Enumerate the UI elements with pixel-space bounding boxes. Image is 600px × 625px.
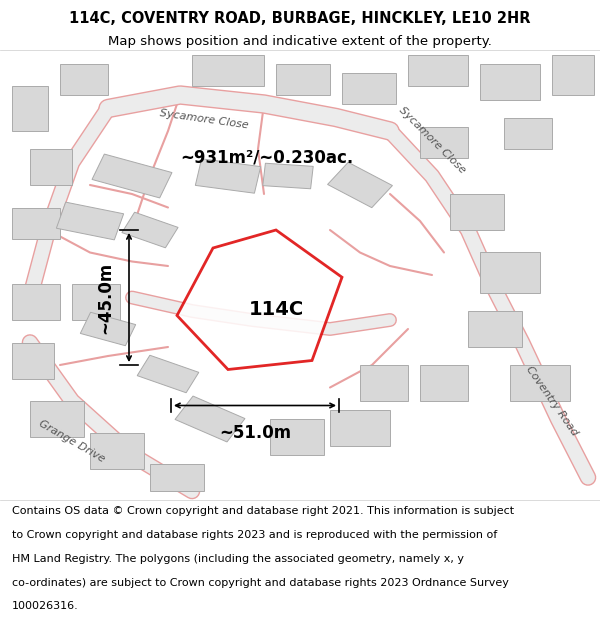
- Polygon shape: [12, 208, 60, 239]
- Polygon shape: [177, 230, 342, 369]
- Polygon shape: [12, 284, 60, 320]
- Polygon shape: [192, 54, 264, 86]
- Text: co-ordinates) are subject to Crown copyright and database rights 2023 Ordnance S: co-ordinates) are subject to Crown copyr…: [12, 578, 509, 587]
- Text: Sycamore Close: Sycamore Close: [159, 109, 249, 131]
- Polygon shape: [480, 64, 540, 99]
- Polygon shape: [510, 365, 570, 401]
- Polygon shape: [92, 154, 172, 198]
- Polygon shape: [72, 284, 120, 320]
- Polygon shape: [30, 149, 72, 185]
- Polygon shape: [504, 118, 552, 149]
- Polygon shape: [90, 432, 144, 469]
- Text: ~51.0m: ~51.0m: [219, 424, 291, 441]
- Text: 100026316.: 100026316.: [12, 601, 79, 611]
- Polygon shape: [122, 213, 178, 248]
- Text: Grange Drive: Grange Drive: [37, 419, 107, 464]
- Polygon shape: [137, 355, 199, 392]
- Text: Sycamore Close: Sycamore Close: [397, 105, 467, 175]
- Text: 114C: 114C: [248, 299, 304, 319]
- Text: Contains OS data © Crown copyright and database right 2021. This information is : Contains OS data © Crown copyright and d…: [12, 506, 514, 516]
- Text: Coventry Road: Coventry Road: [524, 364, 580, 438]
- Polygon shape: [450, 194, 504, 230]
- Polygon shape: [480, 253, 540, 293]
- Polygon shape: [328, 162, 392, 208]
- Polygon shape: [420, 365, 468, 401]
- Polygon shape: [196, 159, 260, 193]
- Polygon shape: [468, 311, 522, 347]
- Polygon shape: [80, 312, 136, 346]
- Polygon shape: [330, 410, 390, 446]
- Text: ~931m²/~0.230ac.: ~931m²/~0.230ac.: [180, 149, 353, 167]
- Text: to Crown copyright and database rights 2023 and is reproduced with the permissio: to Crown copyright and database rights 2…: [12, 530, 497, 540]
- Polygon shape: [276, 64, 330, 95]
- Polygon shape: [360, 365, 408, 401]
- Text: HM Land Registry. The polygons (including the associated geometry, namely x, y: HM Land Registry. The polygons (includin…: [12, 554, 464, 564]
- Polygon shape: [408, 54, 468, 86]
- Polygon shape: [270, 419, 324, 455]
- Polygon shape: [263, 163, 313, 189]
- Polygon shape: [552, 54, 594, 95]
- Polygon shape: [30, 401, 84, 437]
- Text: Map shows position and indicative extent of the property.: Map shows position and indicative extent…: [108, 35, 492, 48]
- Text: 114C, COVENTRY ROAD, BURBAGE, HINCKLEY, LE10 2HR: 114C, COVENTRY ROAD, BURBAGE, HINCKLEY, …: [69, 11, 531, 26]
- Polygon shape: [60, 64, 108, 95]
- Text: ~45.0m: ~45.0m: [96, 261, 114, 334]
- Polygon shape: [12, 342, 54, 379]
- Polygon shape: [12, 86, 48, 131]
- Polygon shape: [175, 396, 245, 442]
- Polygon shape: [420, 126, 468, 158]
- Polygon shape: [342, 72, 396, 104]
- Polygon shape: [56, 202, 124, 240]
- Polygon shape: [150, 464, 204, 491]
